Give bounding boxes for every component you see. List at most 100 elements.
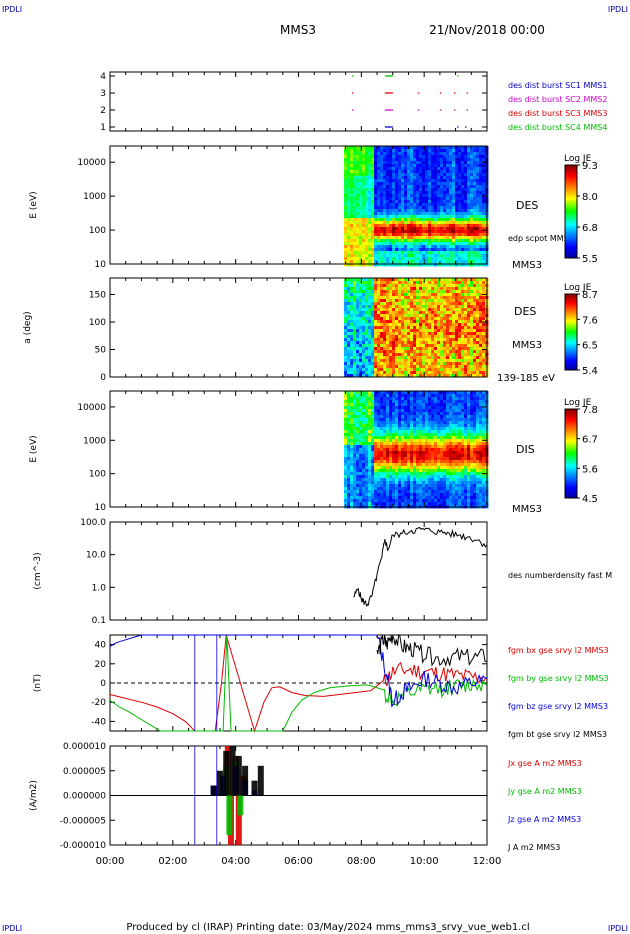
heat-cell [395,332,399,336]
heat-cell [344,188,348,192]
heat-cell [374,224,378,228]
heat-cell [353,418,357,422]
heat-cell [389,188,393,192]
heat-cell [386,224,390,228]
heat-cell [437,308,441,312]
heat-cell [374,260,378,264]
heat-cell [368,158,372,162]
heat-cell [452,245,456,249]
heat-cell [455,347,459,351]
heat-cell [398,296,402,300]
heat-cell [413,454,417,458]
heat-cell [431,254,435,258]
heat-cell [446,221,450,225]
heat-cell [347,263,351,267]
heat-cell [446,314,450,318]
heat-cell [359,200,363,204]
heat-cell [347,242,351,246]
heat-cell [461,149,465,153]
heat-cell [428,371,432,375]
heat-cell [431,472,435,476]
heat-cell [350,209,354,213]
heat-cell [461,326,465,330]
heat-cell [431,257,435,261]
heat-cell [383,299,387,303]
heat-cell [419,221,423,225]
heat-cell [404,365,408,369]
heat-cell [401,302,405,306]
heat-cell [437,338,441,342]
heat-cell [401,314,405,318]
heat-cell [401,481,405,485]
heat-cell [431,338,435,342]
heat-cell [359,493,363,497]
heat-cell [401,484,405,488]
heat-cell [350,257,354,261]
heat-cell [383,374,387,378]
heat-cell [356,155,360,159]
heat-cell [476,368,480,372]
heat-cell [437,293,441,297]
heat-cell [353,311,357,315]
heat-cell [446,152,450,156]
heat-cell [470,317,474,321]
heat-cell [383,365,387,369]
heat-cell [434,409,438,413]
heat-cell [377,290,381,294]
heat-cell [371,493,375,497]
heat-cell [368,299,372,303]
heat-cell [380,427,384,431]
heat-cell [422,368,426,372]
heat-cell [374,487,378,491]
heat-cell [479,206,483,210]
heat-cell [470,296,474,300]
heat-cell [470,257,474,261]
heat-cell [344,487,348,491]
heat-cell [344,344,348,348]
heat-cell [389,170,393,174]
heat-cell [383,176,387,180]
heat-cell [368,469,372,473]
heat-cell [401,350,405,354]
heat-cell [350,427,354,431]
heat-cell [425,356,429,360]
heat-cell [380,305,384,309]
heat-cell [455,320,459,324]
heat-cell [395,427,399,431]
heat-cell [365,341,369,345]
heat-cell [362,314,366,318]
heat-cell [350,329,354,333]
heat-cell [359,344,363,348]
heat-cell [410,475,414,479]
heat-cell [386,218,390,222]
heat-cell [359,257,363,261]
heat-cell [401,332,405,336]
heat-cell [455,293,459,297]
heat-cell [422,209,426,213]
heat-cell [422,317,426,321]
heat-cell [437,155,441,159]
heat-cell [374,469,378,473]
heat-cell [398,293,402,297]
heat-cell [353,170,357,174]
heat-cell [368,472,372,476]
heat-cell [380,251,384,255]
heat-cell [449,314,453,318]
heat-cell [350,218,354,222]
heat-cell [377,236,381,240]
heat-cell [365,170,369,174]
heat-cell [407,287,411,291]
heat-cell [422,167,426,171]
heat-cell [383,158,387,162]
heat-cell [392,454,396,458]
heat-cell [383,329,387,333]
heat-cell [467,146,471,150]
heat-cell [458,281,462,285]
heat-cell [401,335,405,339]
heat-cell [389,218,393,222]
heat-cell [383,251,387,255]
heat-cell [374,415,378,419]
heat-cell [428,185,432,189]
heat-cell [437,412,441,416]
heat-cell [419,191,423,195]
